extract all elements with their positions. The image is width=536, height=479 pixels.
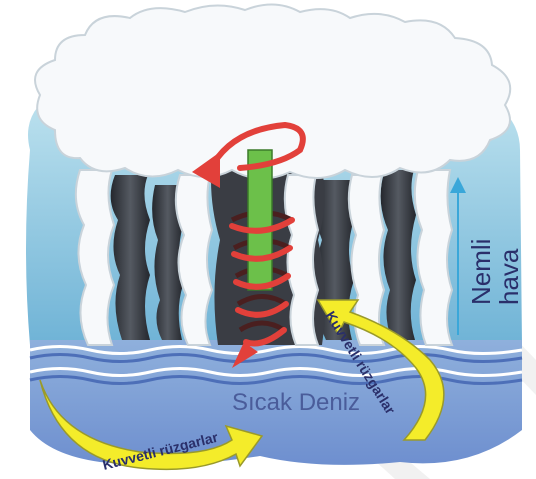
warm-sea-label: Sıcak Deniz — [232, 389, 360, 416]
up-arrow-icon — [247, 149, 273, 291]
humid-air-label-line2: hava — [494, 248, 524, 305]
spiral-arrow-tail — [232, 342, 258, 368]
humid-air-label: Nemli hava — [466, 239, 524, 305]
humid-air-label-line1: Nemli — [466, 239, 496, 305]
wind-arrow-bottom — [39, 379, 264, 471]
spiral-arrow-icon — [207, 121, 306, 347]
spiral-arrow-head — [192, 152, 220, 188]
cloud-columns — [74, 169, 454, 346]
wind-arrow-right — [316, 299, 445, 441]
